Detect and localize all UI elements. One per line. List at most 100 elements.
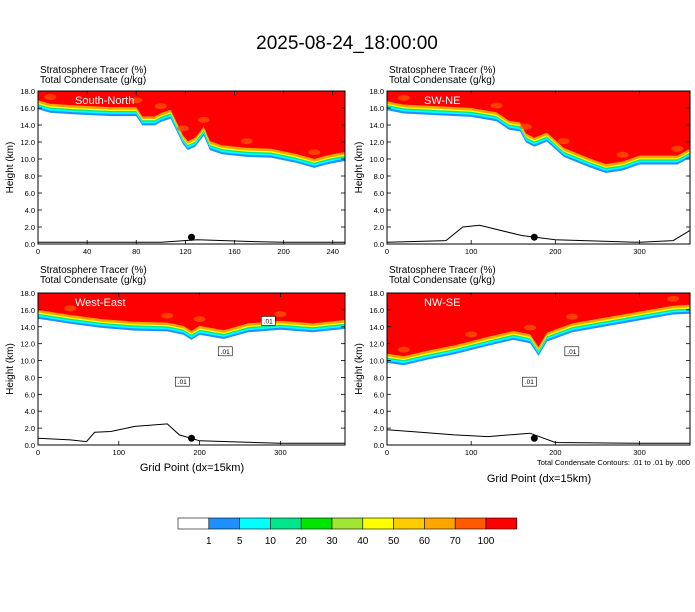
- contour-footnote: Total Condensate Contours: .01 to .01 by…: [537, 458, 690, 467]
- y-tick-label: 4.0: [374, 206, 384, 215]
- colorbar-swatch: [331, 517, 364, 530]
- panel-south-north: South-North 0.0 2.0 4.0 6.0 8.0 10.0 12.0 14.0 16…: [5, 87, 346, 256]
- tracer-patch: [240, 138, 253, 145]
- x-tick-label: 200: [193, 448, 206, 457]
- y-tick-label: 0.0: [25, 240, 35, 249]
- contour-label-box: [522, 376, 537, 387]
- x-tick-label: 100: [465, 247, 478, 256]
- contour-label: .01: [221, 349, 230, 356]
- y-tick-label: 4.0: [374, 407, 384, 416]
- colorbar: 1 5 10 20 30 40 50 60 70 100: [177, 517, 518, 547]
- colorbar-swatch: [393, 517, 425, 530]
- x-tick-label: 120: [179, 247, 192, 256]
- x-axis-label-left: Grid Point (dx=15km): [140, 462, 244, 474]
- y-tick-label: 18.0: [20, 87, 35, 96]
- x-tick-label: 80: [132, 247, 140, 256]
- header-line1: Stratosphere Tracer (%): [389, 65, 496, 76]
- y-tick-label: 12.0: [369, 138, 384, 147]
- terrain-line: [38, 423, 345, 444]
- panel-plot-area: [387, 91, 690, 244]
- y-tick-label: 16.0: [20, 104, 35, 113]
- location-marker: [530, 434, 538, 442]
- colorbar-label: 30: [326, 536, 338, 547]
- y-tick-label: 16.0: [369, 104, 384, 113]
- panel-frame: [386, 292, 691, 446]
- y-tick-label: 10.0: [369, 357, 384, 366]
- tracer-band-5: [387, 293, 690, 357]
- colorbar-swatch: [177, 517, 210, 530]
- colorbar-label: 50: [388, 536, 400, 547]
- x-tick-label: 0: [36, 247, 40, 256]
- y-tick-label: 0.0: [374, 441, 384, 450]
- y-tick-label: 2.0: [374, 223, 384, 232]
- location-marker: [188, 233, 195, 241]
- colorbar-swatch: [362, 517, 394, 530]
- header-line1: Stratosphere Tracer (%): [40, 65, 147, 76]
- tracer-patch: [197, 116, 210, 123]
- colorbar-swatch: [300, 517, 333, 530]
- y-tick-label: 2.0: [25, 424, 35, 433]
- y-tick-label: 10.0: [20, 357, 35, 366]
- y-tick-label: 6.0: [374, 390, 384, 399]
- panel-frame: [386, 90, 691, 245]
- y-tick-label: 8.0: [374, 373, 384, 382]
- tracer-patch: [274, 311, 287, 318]
- colorbar-swatch: [424, 517, 456, 530]
- panel-label: SW-NE: [424, 95, 460, 107]
- tracer-patch: [154, 103, 167, 110]
- panel-frame: [37, 292, 346, 446]
- colorbar-label: 70: [450, 536, 462, 547]
- colorbar-label: 20: [296, 536, 308, 547]
- header-line2: Total Condensate (g/kg): [40, 275, 146, 286]
- x-tick-label: 0: [385, 448, 389, 457]
- tracer-patch: [44, 93, 57, 100]
- colorbar-label: 40: [357, 536, 369, 547]
- x-tick-label: 300: [633, 448, 646, 457]
- panel-header-west-east: Stratosphere Tracer (%) Total Condensate…: [40, 265, 147, 286]
- y-axis-label: Height (km): [5, 142, 16, 194]
- colorbar-swatch: [454, 517, 487, 530]
- y-tick-label: 8.0: [25, 172, 35, 181]
- y-tick-label: 6.0: [25, 390, 35, 399]
- contour-label-box: [564, 346, 580, 357]
- y-tick-label: 8.0: [25, 373, 35, 382]
- y-tick-label: 10.0: [369, 155, 384, 164]
- location-marker: [530, 233, 538, 241]
- y-tick-label: 14.0: [369, 323, 384, 332]
- tracer-patch: [64, 305, 77, 312]
- panel-label: NW-SE: [424, 297, 460, 309]
- contour-label-box: [174, 376, 190, 387]
- header-line2: Total Condensate (g/kg): [40, 75, 146, 86]
- y-tick-label: 18.0: [369, 87, 384, 96]
- y-tick-label: 12.0: [20, 138, 35, 147]
- tracer-patch: [616, 151, 629, 158]
- y-tick-label: 4.0: [25, 407, 35, 416]
- contour-label: .01: [567, 349, 576, 356]
- y-tick-label: 12.0: [20, 340, 35, 349]
- x-tick-label: 300: [633, 247, 646, 256]
- y-tick-label: 14.0: [369, 121, 384, 130]
- header-line1: Stratosphere Tracer (%): [389, 265, 496, 276]
- tracer-patch: [397, 94, 410, 101]
- tracer-patch: [176, 125, 189, 132]
- y-tick-label: 0.0: [374, 240, 384, 249]
- terrain-line: [387, 224, 690, 243]
- y-tick-label: 6.0: [374, 189, 384, 198]
- y-tick-label: 14.0: [20, 121, 35, 130]
- y-tick-label: 12.0: [369, 340, 384, 349]
- colorbar-label: 5: [237, 536, 243, 547]
- colorbar-label: 60: [419, 536, 431, 547]
- colorbar-swatch: [485, 517, 518, 530]
- x-tick-label: 200: [277, 247, 290, 256]
- contour-label: .01: [264, 318, 273, 325]
- colorbar-label: 100: [478, 536, 495, 547]
- tracer-patch: [161, 312, 174, 319]
- colorbar-swatch: [208, 517, 240, 530]
- y-tick-label: 10.0: [20, 155, 35, 164]
- contour-label: .01: [525, 379, 534, 386]
- figure-title: 2025-08-24_18:00:00: [256, 33, 438, 54]
- y-axis-label: Height (km): [5, 343, 16, 395]
- y-tick-label: 8.0: [374, 172, 384, 181]
- tracer-patch: [667, 295, 680, 302]
- y-axis-label: Height (km): [354, 343, 365, 395]
